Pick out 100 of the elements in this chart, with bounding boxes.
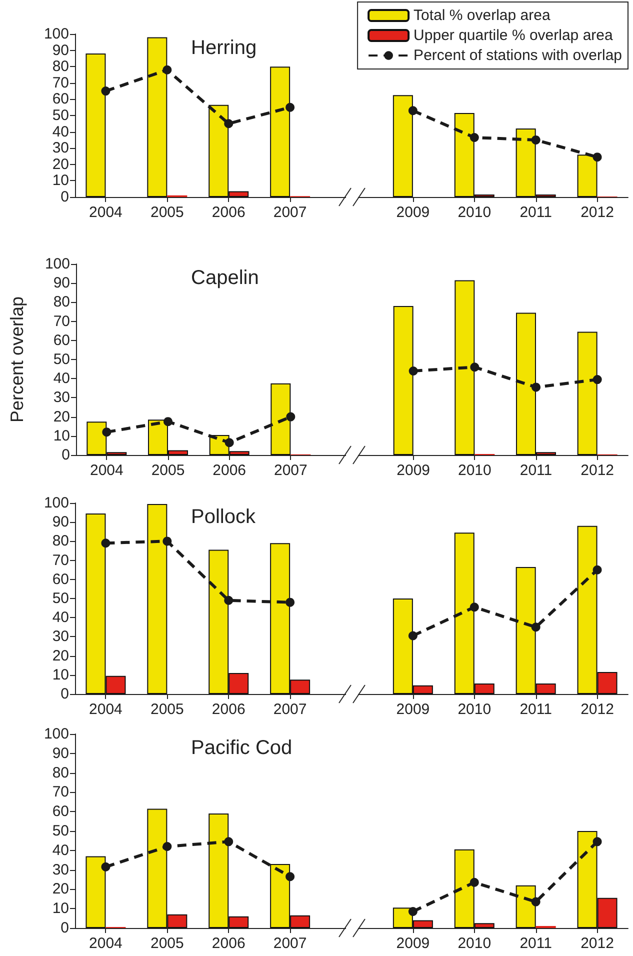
- point: [470, 133, 479, 142]
- point: [532, 382, 540, 392]
- point: [470, 362, 480, 372]
- point: [162, 536, 172, 546]
- y-tick-label: 50: [52, 822, 69, 840]
- y-tick-label: 0: [60, 686, 69, 702]
- x-tick-label: 2012: [580, 935, 614, 952]
- point: [162, 842, 172, 852]
- point: [286, 598, 295, 607]
- x-tick-label: 2011: [520, 204, 552, 221]
- y-tick-label: 60: [52, 803, 69, 820]
- point: [286, 412, 296, 422]
- x-tick-label: 2005: [150, 204, 184, 221]
- chart-title: Pacific Cod: [191, 737, 292, 759]
- x-tick-label: 2012: [580, 204, 614, 221]
- point: [286, 102, 295, 112]
- x-tick-label: 2005: [151, 462, 185, 479]
- x-tick-label: 2009: [396, 701, 430, 718]
- x-tick-label: 2006: [212, 204, 246, 221]
- y-tick-label: 90: [52, 744, 69, 762]
- point: [408, 366, 418, 376]
- x-tick-label: 2009: [396, 204, 430, 221]
- point: [224, 837, 234, 846]
- y-tick-label: 0: [60, 920, 69, 936]
- y-tick-label: 90: [53, 274, 70, 292]
- point: [224, 119, 234, 128]
- x-tick-label: 2010: [458, 462, 492, 479]
- y-tick-label: 20: [53, 408, 70, 426]
- x-tick-label: 2005: [150, 701, 184, 718]
- y-tick-label: 90: [52, 42, 69, 59]
- point: [531, 897, 540, 906]
- legend-label: Total % overlap area: [414, 7, 551, 24]
- point: [592, 375, 602, 384]
- legend-label: Percent of stations with overlap: [414, 47, 622, 64]
- y-tick-label: 80: [52, 58, 69, 76]
- chart-title: Herring: [191, 37, 257, 59]
- y-tick-label: 30: [52, 140, 69, 157]
- x-tick-label: 2011: [520, 935, 552, 952]
- y-tick-label: 50: [52, 107, 69, 124]
- y-tick-label: 80: [53, 294, 70, 311]
- y-tick-label: 10: [52, 900, 69, 918]
- y-tick-label: 100: [44, 256, 70, 272]
- x-tick-label: 2010: [458, 204, 492, 221]
- y-tick-label: 0: [60, 188, 69, 206]
- y-axis-title: Percent overlap: [7, 296, 27, 423]
- y-tick-label: 10: [53, 427, 70, 444]
- y-tick-label: 80: [52, 764, 69, 782]
- point: [408, 631, 418, 640]
- bar: [86, 54, 106, 197]
- point: [224, 596, 234, 605]
- x-tick-label: 2006: [212, 701, 246, 718]
- x-tick-label: 2006: [212, 462, 246, 479]
- point: [592, 837, 602, 846]
- y-tick-label: 90: [52, 514, 69, 531]
- point: [286, 872, 295, 882]
- x-tick-label: 2010: [458, 935, 492, 952]
- x-tick-label: 2009: [396, 462, 430, 479]
- y-tick-label: 80: [52, 532, 69, 550]
- point: [592, 565, 602, 574]
- y-tick-label: 60: [52, 570, 69, 588]
- point: [592, 152, 602, 162]
- y-tick-label: 40: [52, 123, 69, 140]
- y-tick-label: 70: [52, 552, 69, 569]
- chart-title: Capelin: [191, 267, 259, 289]
- point: [470, 602, 479, 612]
- point: [224, 438, 234, 448]
- y-tick-label: 50: [52, 590, 69, 607]
- x-tick-label: 2004: [90, 462, 124, 479]
- x-tick-label: 2005: [150, 935, 184, 952]
- y-tick-label: 60: [52, 90, 69, 108]
- x-tick-label: 2011: [520, 701, 552, 718]
- x-tick-label: 2007: [273, 935, 307, 952]
- y-tick-label: 70: [52, 74, 69, 92]
- y-tick-label: 40: [53, 370, 70, 388]
- y-tick-label: 50: [53, 351, 70, 368]
- y-tick-label: 10: [52, 172, 69, 190]
- y-tick-label: 20: [52, 156, 69, 173]
- x-tick-label: 2011: [520, 462, 552, 479]
- x-tick-label: 2010: [458, 701, 492, 718]
- point: [101, 86, 110, 96]
- y-tick-label: 40: [52, 842, 69, 859]
- y-tick-label: 100: [44, 26, 69, 42]
- point: [408, 106, 418, 116]
- y-tick-label: 30: [53, 389, 70, 406]
- point: [531, 622, 540, 632]
- point: [162, 65, 172, 74]
- x-tick-label: 2004: [89, 701, 122, 718]
- point: [102, 428, 112, 437]
- x-tick-label: 2007: [273, 204, 307, 221]
- x-tick-label: 2004: [89, 204, 122, 221]
- point: [408, 907, 418, 916]
- point: [531, 135, 540, 144]
- y-tick-label: 40: [52, 609, 69, 626]
- y-tick-label: 60: [53, 332, 70, 349]
- point: [101, 862, 110, 872]
- y-tick-label: 10: [52, 666, 69, 684]
- x-tick-label: 2012: [580, 462, 614, 479]
- y-tick-label: 0: [62, 446, 70, 464]
- point: [164, 417, 172, 426]
- point: [470, 878, 479, 887]
